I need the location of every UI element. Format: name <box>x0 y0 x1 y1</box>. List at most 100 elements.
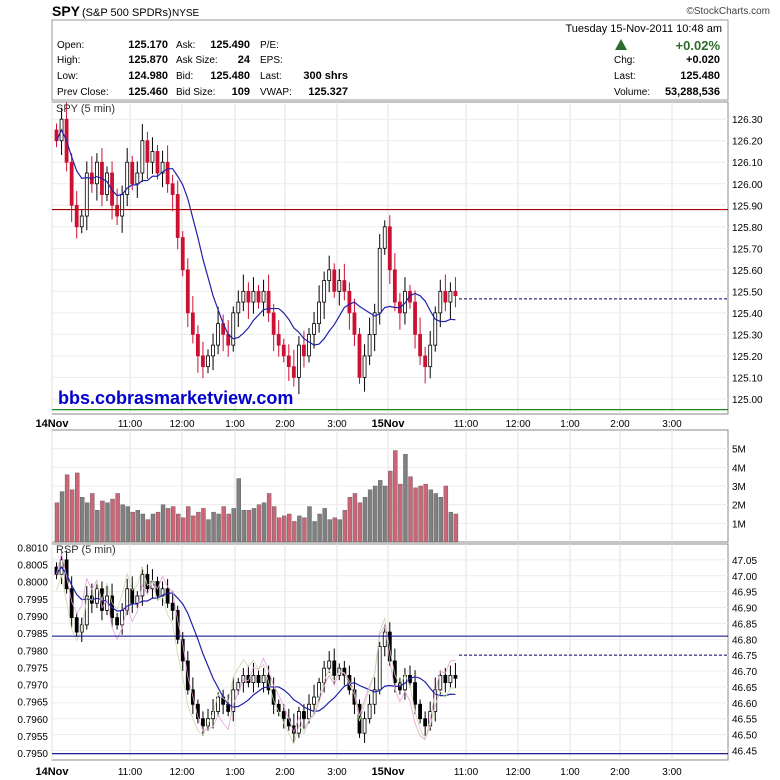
volume-bar <box>398 483 403 543</box>
volume-bar <box>135 510 141 543</box>
volume-bar <box>418 485 423 543</box>
rsp-candle <box>74 617 79 633</box>
price-candle <box>372 312 377 335</box>
volume-bar <box>362 497 368 543</box>
rsp-candle <box>302 711 306 720</box>
quote-value: 53,288,536 <box>665 86 720 98</box>
chart-header: SPY (S&P 500 SPDRs) NYSE ©StockCharts.co… <box>52 3 770 19</box>
rsp-candle <box>211 711 215 720</box>
quote-value: 125.460 <box>128 86 168 98</box>
time-tick-label: 12:00 <box>169 419 194 430</box>
volume-bar <box>413 487 418 543</box>
time-tick-label: 3:00 <box>327 767 347 778</box>
rsp-candle <box>418 703 423 720</box>
volume-bar <box>186 506 191 543</box>
quote-value: 24 <box>238 54 251 66</box>
rsp-candle <box>342 667 347 676</box>
price-candle <box>317 301 322 325</box>
time-tick-label: 15Nov <box>371 766 405 778</box>
quote-value: 300 shrs <box>303 70 348 82</box>
time-tick-label: 2:00 <box>275 767 295 778</box>
price-candle <box>347 290 352 314</box>
quote-label: VWAP: <box>260 87 292 98</box>
price-candle <box>130 161 135 185</box>
volume-bar <box>327 519 332 543</box>
rsp-candle <box>377 646 382 691</box>
rsp-candle <box>413 682 417 705</box>
quote-label: Bid Size: <box>176 87 215 98</box>
rsp-candle <box>201 718 205 727</box>
volume-bar <box>393 450 398 543</box>
rsp-candle <box>362 718 367 734</box>
volume-bar <box>448 511 454 543</box>
quote-table: Open: 125.170 High: 125.870 Low: 124.980 Prev … <box>57 39 720 98</box>
price-candle <box>190 312 195 335</box>
price-candle <box>241 290 246 303</box>
price-candle <box>211 344 215 357</box>
rsp-right-tick-label: 46.70 <box>732 667 757 678</box>
quote-value: 125.870 <box>128 54 168 66</box>
price-candle <box>322 280 327 303</box>
rsp-candle <box>125 588 130 611</box>
volume-bar <box>231 508 236 543</box>
price-candle <box>291 366 296 378</box>
volume-bar <box>408 476 413 543</box>
rsp-left-tick-label: 0.7980 <box>17 646 48 657</box>
rsp-candle <box>438 674 443 691</box>
price-candle <box>271 312 276 335</box>
quote-label: Chg: <box>614 55 635 66</box>
volume-bar <box>221 506 226 543</box>
volume-bar <box>438 497 443 543</box>
rsp-left-tick-label: 0.7950 <box>17 749 48 760</box>
quote-label: Volume: <box>614 87 650 98</box>
price-tick-label: 125.90 <box>732 201 763 212</box>
rsp-candle <box>130 588 135 604</box>
price-axis: 126.30 126.20 126.10 126.00 125.90 125.80 125.… <box>732 115 763 406</box>
volume-bar <box>150 513 156 543</box>
volume-bar <box>74 472 80 543</box>
rsp-candle <box>206 718 210 727</box>
price-moving-average <box>55 128 456 346</box>
price-candle <box>251 290 256 303</box>
volume-tick-label: 1M <box>732 519 746 530</box>
volume-bar <box>216 513 221 543</box>
quote-value: 124.980 <box>128 70 168 82</box>
volume-bar <box>388 470 393 543</box>
volume-bar <box>125 506 130 543</box>
price-candle <box>165 161 170 185</box>
rsp-overlay-line <box>56 565 456 746</box>
time-tick-label: 12:00 <box>505 419 530 430</box>
price-candle <box>423 355 428 368</box>
quote-label: Last: <box>614 71 636 82</box>
volume-bar <box>282 515 287 543</box>
price-candle <box>443 290 448 303</box>
rsp-candle <box>332 660 337 676</box>
time-tick-label: 11:00 <box>454 419 479 430</box>
price-candle <box>387 226 392 271</box>
volume-bar <box>342 510 348 543</box>
time-tick-label: 1:00 <box>560 767 580 778</box>
security-name: (S&P 500 SPDRs) <box>82 7 172 19</box>
volume-tick-label: 2M <box>732 501 746 512</box>
quote-value: 109 <box>232 86 250 98</box>
time-axis-bottom: 14Nov 11:00 12:00 1:00 2:00 3:00 15Nov 11:00 12:… <box>35 766 682 778</box>
rsp-candle <box>327 660 332 669</box>
volume-bar <box>69 489 75 543</box>
volume-bar <box>175 513 181 543</box>
price-candle <box>352 312 357 335</box>
volume-bar <box>105 502 110 543</box>
volume-bar <box>332 517 337 543</box>
time-tick-label: 2:00 <box>275 419 295 430</box>
volume-bar <box>54 502 60 543</box>
volume-bar <box>140 513 146 543</box>
rsp-candle <box>69 588 74 619</box>
price-candle <box>195 333 200 357</box>
price-tick-label: 126.20 <box>732 137 763 148</box>
rsp-candles <box>52 550 728 755</box>
rsp-candle <box>115 617 119 626</box>
rsp-right-tick-label: 47.00 <box>732 572 757 583</box>
price-candle <box>302 344 306 357</box>
rsp-candle <box>423 718 428 727</box>
rsp-candle <box>84 595 89 626</box>
